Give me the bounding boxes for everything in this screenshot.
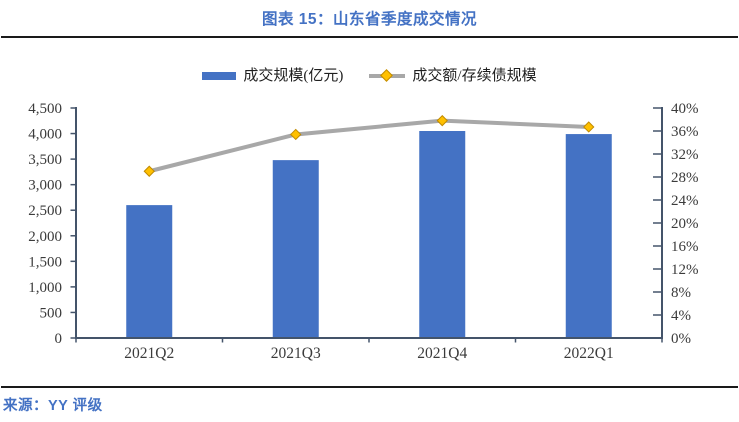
ratio-marker-2021Q2 [143,165,155,177]
right-axis-label: 40% [671,101,699,117]
right-axis-label: 28% [671,170,699,186]
ratio-line [147,118,591,174]
x-axis-category-label: 2022Q1 [564,345,614,362]
chart-title: 图表 15：山东省季度成交情况 [261,11,478,28]
x-axis-category-label: 2021Q2 [124,345,174,362]
left-axis-label: 3,000 [28,178,62,194]
legend-item-bar-series: 成交规模(亿元) [202,67,344,84]
right-axis-label: 8% [671,285,691,301]
left-axis-label: 0 [55,331,63,347]
right-axis-label: 0% [671,331,691,347]
line-series-label: 成交额/存续债规模 [412,67,537,84]
x-axis-category-label: 2021Q3 [271,345,321,362]
left-axis-label: 2,000 [28,229,62,245]
left-axis-label: 4,500 [28,101,62,117]
source-note: 来源：YY 评级 [3,398,103,414]
right-axis-label: 24% [671,193,699,209]
legend-item-line-series: 成交额/存续债规模 [369,67,537,84]
bar-2021Q2 [126,205,173,338]
right-axis-label: 20% [671,216,699,232]
ratio-marker-2022Q1 [583,121,595,133]
left-axis-label: 1,000 [28,280,62,296]
ratio-marker-2021Q3 [290,128,302,141]
left-axis-label: 500 [40,305,63,321]
top-divider [1,36,738,38]
x-axis-category-label: 2021Q4 [417,345,467,362]
bar-2021Q4 [419,131,466,338]
bar-2022Q1 [565,134,612,338]
line-series-swatch-icon [369,74,406,78]
right-axis-label: 12% [671,262,699,278]
chart-legend: 成交规模(亿元) 成交额/存续债规模 [0,66,739,86]
right-axis-label: 16% [671,239,699,255]
ratio-marker-2021Q4 [436,114,448,127]
left-axis-label: 4,000 [28,127,62,143]
bar-series-label: 成交规模(亿元) [243,67,344,84]
bar-2021Q3 [272,160,319,338]
bottom-divider [1,386,738,388]
right-axis-label: 4% [671,308,691,324]
left-axis-label: 1,500 [28,254,62,270]
right-axis-label: 32% [671,147,699,163]
left-axis-label: 3,500 [28,152,62,168]
bar-series-swatch-icon [202,72,237,80]
left-axis-label: 2,500 [28,203,62,219]
right-axis-label: 36% [671,124,699,140]
